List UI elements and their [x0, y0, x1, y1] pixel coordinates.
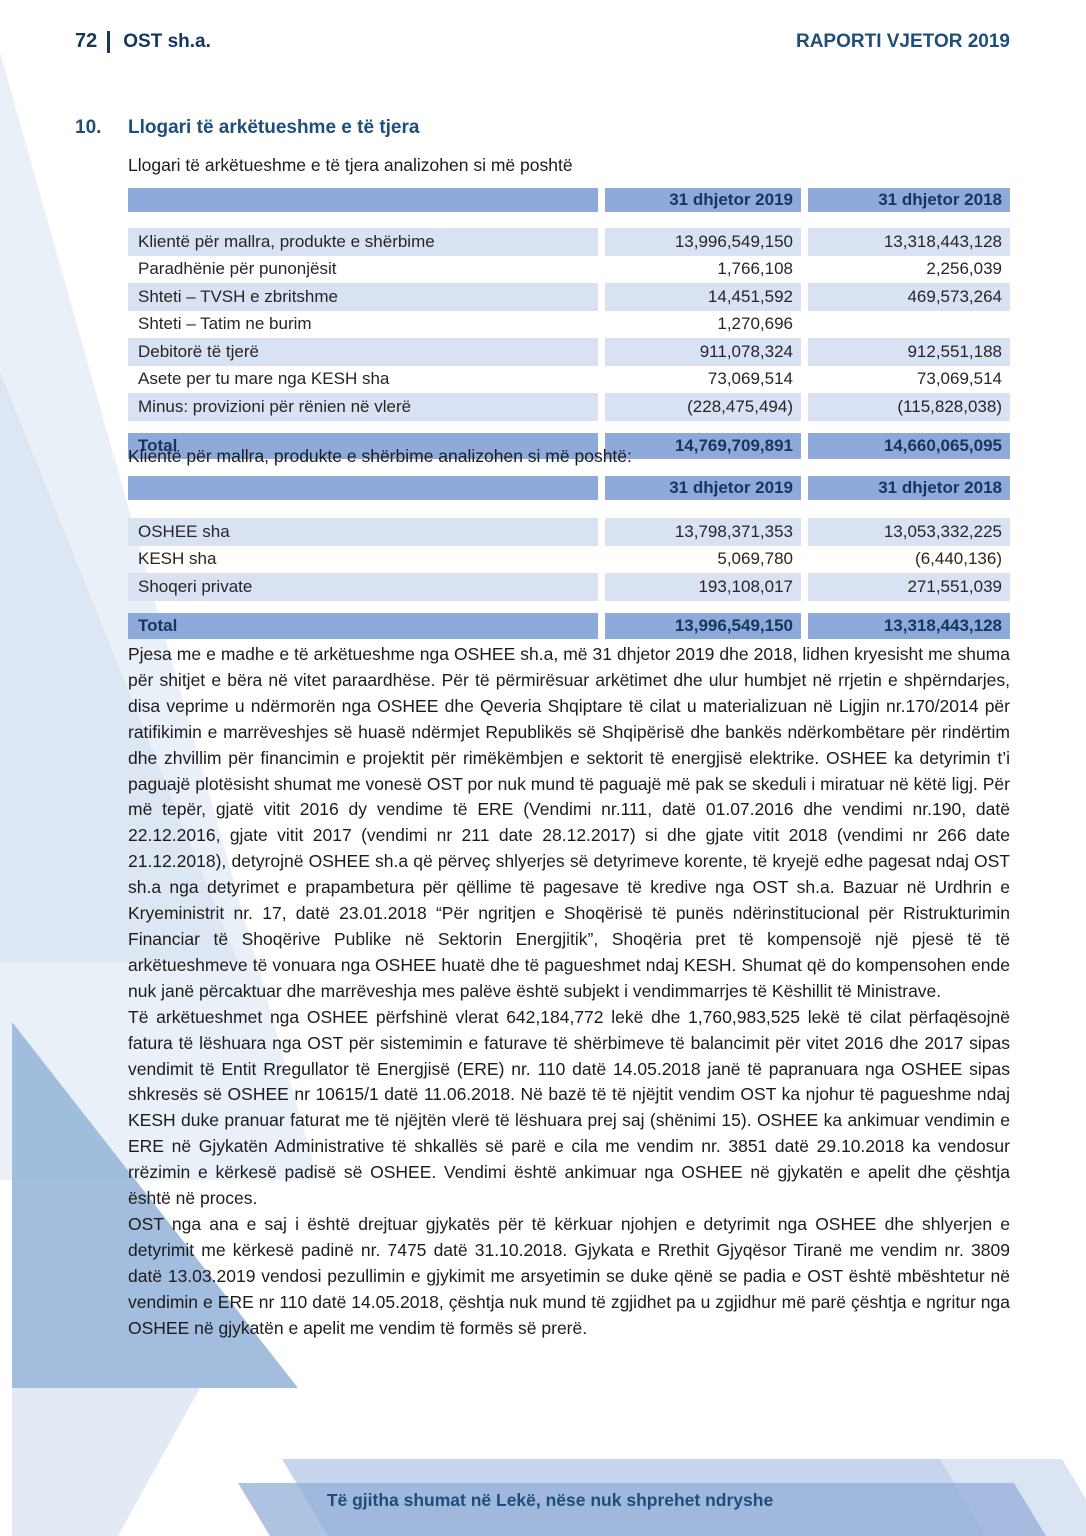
table-spacer: [128, 601, 1010, 613]
row-value-2019: 13,798,371,353: [605, 518, 801, 546]
row-value-2019: 13,996,549,150: [605, 228, 801, 256]
row-value-2019: 5,069,780: [717, 549, 793, 569]
header-cell-blank: [128, 476, 598, 500]
row-label: Asete per tu mare nga KESH sha: [138, 369, 390, 389]
row-value-2019: 911,078,324: [605, 338, 801, 366]
row-value-2019: (228,475,494): [605, 393, 801, 421]
table-row: Klientë për mallra, produkte e shërbime …: [128, 228, 1010, 256]
table-row: Shoqeri private 193,108,017 271,551,039: [128, 573, 1010, 601]
row-value-2019: 14,451,592: [605, 283, 801, 311]
total-value-2019: 13,996,549,150: [605, 612, 801, 639]
total-value-2018: 14,660,065,095: [808, 432, 1010, 459]
table2-intro-text: Klientë për mallra, produkte e shërbime …: [128, 446, 632, 466]
header-cell-2019: 31 dhjetor 2019: [605, 476, 801, 500]
table-total-row: Total 14,769,709,891 14,660,065,095: [128, 432, 1010, 459]
row-label: OSHEE sha: [128, 518, 598, 546]
row-value-2019: 1,766,108: [717, 259, 793, 279]
page-header: 72 OST sh.a. RAPORTI VJETOR 2019: [75, 30, 1010, 53]
clients-breakdown-table: 31 dhjetor 2019 31 dhjetor 2018 OSHEE sh…: [128, 476, 1010, 639]
company-name: OST sh.a.: [123, 30, 211, 52]
table-row: Shteti – Tatim ne burim 1,270,696: [128, 311, 1010, 339]
row-value-2018: (115,828,038): [808, 393, 1010, 421]
header-cell-2018: 31 dhjetor 2018: [808, 476, 1010, 500]
section-number: 10.: [75, 117, 102, 138]
row-value-2019: 193,108,017: [605, 573, 801, 601]
page-number: 72: [75, 30, 98, 52]
header-cell-blank: [128, 188, 598, 212]
table-spacer: [128, 500, 1010, 518]
row-value-2018: 469,573,264: [808, 283, 1010, 311]
table-row: Asete per tu mare nga KESH sha 73,069,51…: [128, 366, 1010, 394]
row-value-2019: 1,270,696: [717, 314, 793, 334]
table-row: Shteti – TVSH e zbritshme 14,451,592 469…: [128, 283, 1010, 311]
row-label: Shoqeri private: [128, 573, 598, 601]
row-label: Shteti – TVSH e zbritshme: [128, 283, 598, 311]
row-value-2018: 13,053,332,225: [808, 518, 1010, 546]
row-value-2018: 73,069,514: [916, 369, 1002, 389]
header-cell-2019: 31 dhjetor 2019: [605, 188, 801, 212]
left-triangle-medium: [12, 1022, 298, 1388]
report-title: RAPORTI VJETOR 2019: [795, 30, 1010, 52]
row-value-2018: 912,551,188: [808, 338, 1010, 366]
row-label: KESH sha: [138, 549, 217, 569]
row-value-2018: 271,551,039: [808, 573, 1010, 601]
table-row: KESH sha 5,069,780 (6,440,136): [128, 546, 1010, 574]
left-wedge-bottom: [12, 1388, 200, 1536]
row-label: Minus: provizioni për rënien në vlerë: [128, 393, 598, 421]
header-cell-2018: 31 dhjetor 2018: [808, 188, 1010, 212]
table-total-row: Total 13,996,549,150 13,318,443,128: [128, 612, 1010, 639]
receivables-table: 31 dhjetor 2019 31 dhjetor 2018 Klientë …: [128, 188, 1010, 459]
note-body: Pjesa me e madhe e të arkëtueshme nga OS…: [128, 642, 1010, 1341]
section-title: Llogari të arkëtueshme e të tjera: [128, 117, 420, 138]
paragraph-2: Të arkëtueshmet nga OSHEE përfshinë vler…: [128, 1006, 1010, 1209]
row-label: Klientë për mallra, produkte e shërbime: [128, 228, 598, 256]
row-label: Shteti – Tatim ne burim: [138, 314, 312, 334]
row-value-2018: 2,256,039: [926, 259, 1002, 279]
total-value-2019: 14,769,709,891: [605, 432, 801, 459]
table-spacer: [128, 212, 1010, 228]
paragraph-1: Pjesa me e madhe e të arkëtueshme nga OS…: [128, 644, 1010, 1001]
total-label: Total: [128, 612, 598, 639]
paragraph-3: OST nga ana e saj i është drejtuar gjyka…: [128, 1213, 1010, 1338]
table-header-row: 31 dhjetor 2019 31 dhjetor 2018: [128, 476, 1010, 500]
header-divider: [107, 30, 111, 53]
table-spacer: [128, 421, 1010, 433]
table-row: Debitorë të tjerë 911,078,324 912,551,18…: [128, 338, 1010, 366]
table-header-row: 31 dhjetor 2019 31 dhjetor 2018: [128, 188, 1010, 212]
footer-band-front: [238, 1483, 1046, 1536]
row-value-2018: (6,440,136): [915, 549, 1002, 569]
row-label: Debitorë të tjerë: [128, 338, 598, 366]
row-value-2019: 73,069,514: [707, 369, 793, 389]
table1-intro-text: Llogari të arkëtueshme e të tjera analiz…: [128, 155, 573, 175]
row-value-2018: [808, 311, 1010, 339]
left-wedge-mid: [0, 372, 238, 962]
total-value-2018: 13,318,443,128: [808, 612, 1010, 639]
row-label: Paradhënie për punonjësit: [138, 259, 337, 279]
total-label: Total: [128, 432, 598, 459]
table-row: Paradhënie për punonjësit 1,766,108 2,25…: [128, 256, 1010, 284]
footer-currency-note: Të gjitha shumat në Lekë, nëse nuk shpre…: [326, 1490, 774, 1510]
table-row: OSHEE sha 13,798,371,353 13,053,332,225: [128, 518, 1010, 546]
table-row: Minus: provizioni për rënien në vlerë (2…: [128, 393, 1010, 421]
row-value-2018: 13,318,443,128: [808, 228, 1010, 256]
section-heading: 10. Llogari të arkëtueshme e të tjera: [75, 117, 1010, 139]
